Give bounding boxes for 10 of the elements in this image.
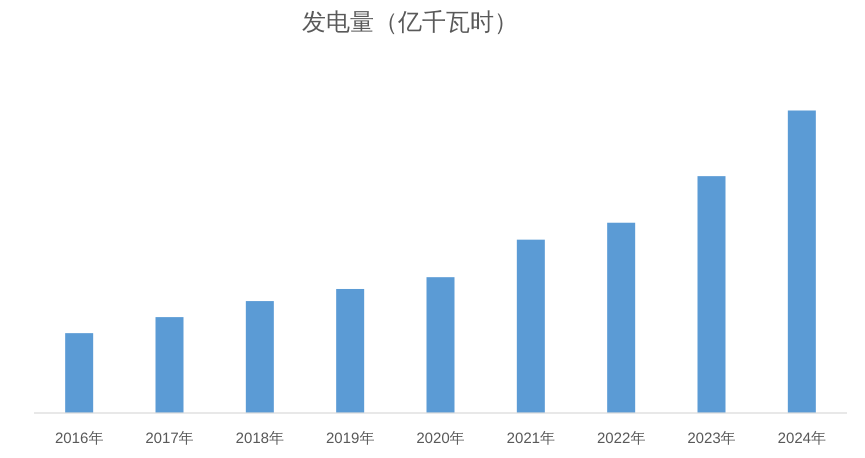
x-tick-label: 2019年 xyxy=(326,430,374,447)
x-tick-label: 2021年 xyxy=(506,430,556,447)
x-tick-label: 2017年 xyxy=(145,430,194,447)
x-tick-label: 2023年 xyxy=(687,430,736,447)
x-tick-label: 2016年 xyxy=(54,430,104,447)
title: 发电量（亿千瓦时） xyxy=(302,9,518,36)
x-tick-label: 2022年 xyxy=(596,430,646,447)
x-tick-label: 2018年 xyxy=(236,430,284,447)
x-tick-label: 2024年 xyxy=(778,430,826,447)
x-tick-label: 2020年 xyxy=(416,430,465,447)
